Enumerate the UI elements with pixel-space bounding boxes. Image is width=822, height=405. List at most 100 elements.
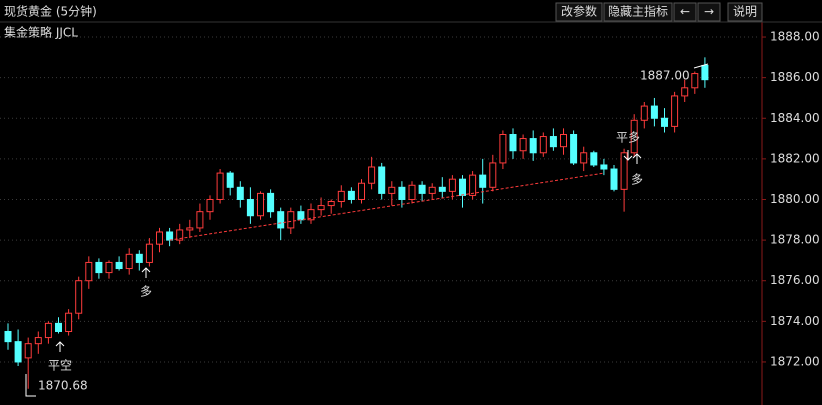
- candle-body: [257, 192, 264, 217]
- candle-body: [428, 186, 436, 194]
- signal-arrow-head: [141, 267, 151, 273]
- candle-body: [378, 166, 386, 194]
- candle-body: [650, 105, 658, 119]
- button[interactable]: [555, 2, 603, 22]
- candle-body: [105, 261, 113, 274]
- signal-label: 平空: [48, 359, 72, 373]
- button-label[interactable]: 改参数: [561, 4, 597, 19]
- candle-body: [44, 322, 52, 339]
- candle-body: [570, 134, 578, 164]
- candle-body: [226, 172, 234, 188]
- candle-body: [34, 337, 42, 345]
- candle-body: [640, 105, 648, 121]
- candle-body: [398, 186, 406, 200]
- low-pointer: [25, 374, 36, 397]
- y-tick-label: 1888.00: [770, 30, 820, 44]
- candle-body: [671, 95, 679, 127]
- candle-body: [590, 152, 598, 166]
- signal-arrow-head: [632, 153, 642, 159]
- candle-body: [630, 119, 638, 154]
- candle-body: [115, 261, 123, 270]
- candle-body: [125, 253, 133, 270]
- candle-body: [438, 186, 446, 192]
- candle-body: [560, 134, 567, 148]
- candle-body: [408, 184, 416, 200]
- candle-body: [580, 152, 588, 164]
- candle-body: [347, 190, 355, 200]
- candle-body: [95, 261, 103, 274]
- button[interactable]: [727, 2, 763, 22]
- candle-body: [600, 164, 608, 170]
- high-pointer: [693, 63, 709, 69]
- candle-body: [368, 166, 376, 184]
- candle-body: [156, 231, 163, 245]
- candle-body: [529, 138, 537, 154]
- candle-body: [499, 134, 507, 164]
- candle-body: [509, 134, 517, 152]
- chart-title: 现货黄金 (5分钟): [4, 4, 97, 19]
- candle-body: [14, 341, 22, 363]
- candle-body: [55, 322, 62, 332]
- candle-body: [287, 211, 295, 229]
- candle-body: [418, 184, 426, 194]
- candle-body: [75, 280, 83, 314]
- subtitle: 集金策略 JJCL: [4, 25, 78, 40]
- y-tick-label: 1878.00: [770, 233, 820, 247]
- candle-body: [610, 168, 618, 190]
- y-tick-label: 1880.00: [770, 192, 820, 206]
- candle-body: [277, 211, 285, 229]
- candle-body: [337, 190, 345, 203]
- signal-label: 多: [631, 173, 643, 187]
- trendline: [169, 172, 604, 241]
- candle-body: [65, 312, 73, 332]
- candle-body: [135, 253, 143, 263]
- candle-body: [145, 243, 153, 263]
- y-tick-label: 1874.00: [770, 314, 820, 328]
- button[interactable]: [673, 2, 697, 22]
- button-label[interactable]: ←: [680, 5, 690, 19]
- candle-body: [459, 178, 466, 196]
- candle-body: [206, 198, 214, 213]
- signal-arrow-head: [623, 155, 633, 161]
- candle-body: [85, 261, 93, 282]
- button[interactable]: [697, 2, 721, 22]
- button[interactable]: [603, 2, 673, 22]
- button-label[interactable]: 隐藏主指标: [608, 4, 668, 19]
- candle-body: [307, 209, 315, 221]
- button-label[interactable]: 说明: [733, 4, 757, 19]
- signal-arrow-head: [55, 341, 65, 347]
- candle-body: [539, 136, 547, 154]
- candle-body: [186, 227, 194, 231]
- candle-body: [267, 192, 275, 213]
- candle-body: [317, 205, 325, 211]
- candle-body: [701, 64, 709, 81]
- candle-body: [661, 117, 668, 127]
- candle-body: [549, 136, 557, 148]
- candle-body: [469, 174, 477, 196]
- high-label: 1887.00: [640, 69, 690, 83]
- candle-body: [620, 152, 628, 190]
- candle-body: [176, 229, 184, 241]
- candle-body: [246, 198, 254, 217]
- y-tick-label: 1886.00: [770, 70, 820, 84]
- candle-body: [681, 87, 689, 97]
- candle-body: [519, 138, 527, 152]
- candle-body: [216, 172, 224, 200]
- candle-body: [4, 330, 12, 343]
- y-tick-label: 1882.00: [770, 151, 820, 165]
- signal-label: 平多: [616, 131, 640, 145]
- candle-body: [691, 73, 699, 89]
- candle-body: [24, 343, 32, 359]
- candle-body: [358, 182, 365, 200]
- candle-body: [327, 201, 335, 207]
- candle-body: [489, 162, 497, 188]
- button-label[interactable]: →: [704, 5, 714, 19]
- candle-body: [196, 211, 204, 229]
- candle-body: [297, 211, 305, 221]
- signal-label: 多: [140, 285, 152, 299]
- candle-body: [166, 231, 174, 241]
- candle-body: [479, 174, 487, 188]
- y-tick-label: 1876.00: [770, 273, 820, 287]
- candle-body: [388, 186, 396, 194]
